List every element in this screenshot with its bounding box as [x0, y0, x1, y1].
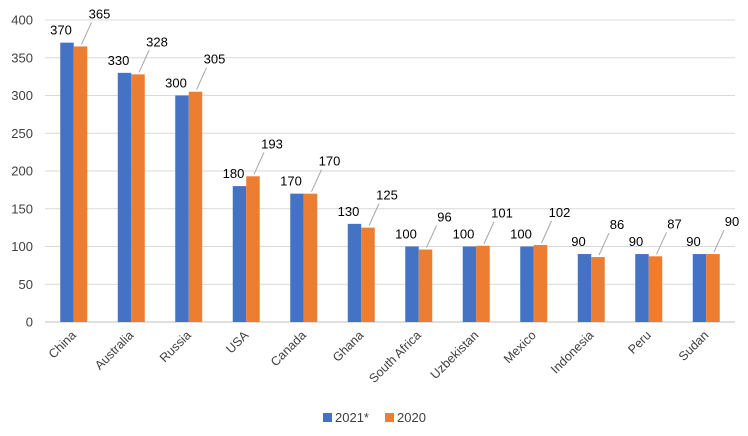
y-tick-label: 250 [11, 126, 33, 141]
leader-line [656, 232, 667, 255]
y-tick-label: 200 [11, 164, 33, 179]
bar-2021-ghana [347, 223, 362, 322]
data-label: 100 [510, 227, 532, 242]
x-category-label: Canada [268, 328, 309, 369]
bars [60, 42, 720, 323]
data-label: 90 [686, 234, 700, 249]
data-label: 90 [571, 234, 585, 249]
data-label: 370 [50, 23, 72, 38]
data-label: 170 [319, 154, 341, 169]
bar-2020-usa [246, 176, 260, 322]
y-tick-label: 100 [11, 239, 33, 254]
y-axis-tick-labels: 0 50 100 150 200 250 300 350 400 [11, 13, 33, 330]
leader-line [253, 152, 265, 175]
bar-2021-uzbekistan [462, 246, 477, 322]
bar-2021-mexico [520, 246, 534, 322]
bar-2020-mexico [533, 244, 548, 322]
data-label: 328 [146, 34, 168, 49]
y-tick-label: 350 [11, 50, 33, 65]
legend-label: 2020 [397, 410, 426, 425]
leader-line [368, 203, 380, 226]
x-category-label: Uzbekistan [428, 328, 482, 382]
bar-2021-sudan [692, 254, 707, 322]
leader-line [426, 225, 437, 248]
data-label: 300 [165, 76, 187, 91]
leader-line [541, 220, 552, 244]
legend-swatch [323, 413, 332, 422]
y-tick-label: 400 [11, 13, 33, 28]
bar-2020-canada [303, 193, 318, 322]
x-axis-category-labels: China Australia Russia USA Canada Ghana South … [46, 328, 712, 386]
data-label: 170 [280, 174, 302, 189]
x-category-label: USA [223, 328, 252, 357]
leader-line [138, 50, 150, 73]
leader-line [598, 232, 610, 256]
bar-2021-china [60, 42, 74, 323]
leader-line [81, 22, 92, 45]
y-tick-label: 50 [19, 277, 33, 292]
bar-2020-uzbekistan [476, 245, 490, 322]
leader-line [196, 67, 207, 90]
legend-swatch [385, 413, 394, 422]
bar-2021-peru [635, 254, 649, 322]
x-category-label: Peru [625, 328, 654, 357]
bar-2020-sudan [706, 254, 720, 322]
leader-line [311, 169, 322, 192]
data-label: 90 [725, 214, 739, 229]
data-label: 365 [89, 6, 111, 21]
data-label: 87 [667, 216, 681, 231]
leader-line [713, 229, 725, 253]
data-label: 305 [204, 52, 226, 67]
data-labels: 3703653303283003051801931701701301251009… [50, 6, 739, 249]
data-label: 130 [338, 204, 360, 219]
legend-label: 2021* [335, 410, 369, 425]
gridlines [45, 19, 735, 285]
data-label: 96 [437, 210, 451, 225]
x-category-label: South Africa [366, 328, 424, 386]
x-category-label: China [46, 328, 79, 361]
data-label: 193 [261, 136, 283, 151]
data-label: 101 [491, 206, 513, 221]
data-label: 180 [223, 166, 245, 181]
y-tick-label: 150 [11, 201, 33, 216]
y-tick-label: 300 [11, 88, 33, 103]
bar-2021-canada [290, 193, 304, 322]
bar-2020-ghana [361, 227, 375, 322]
data-label: 125 [376, 188, 398, 203]
data-label-leader-lines [81, 22, 725, 256]
x-category-label: Australia [92, 328, 136, 372]
bar-2021-indonesia [577, 254, 592, 322]
data-label: 100 [453, 227, 475, 242]
x-category-label: Russia [157, 328, 194, 365]
bar-2020-peru [648, 256, 663, 322]
bar-2020-south-africa [418, 249, 433, 322]
y-tick-label: 0 [26, 315, 33, 330]
x-category-label: Indonesia [548, 328, 596, 376]
bar-2020-australia [131, 74, 145, 322]
data-label: 90 [629, 234, 643, 249]
bar-2021-russia [175, 95, 189, 322]
leader-line [483, 221, 495, 244]
bar-2021-australia [117, 72, 132, 322]
bar-2020-china [73, 46, 88, 323]
data-label: 100 [395, 227, 417, 242]
legend: 2021* 2020 [323, 410, 426, 425]
data-label: 86 [610, 217, 624, 232]
x-category-label: Ghana [330, 328, 366, 364]
x-category-label: Mexico [501, 328, 539, 366]
data-label: 102 [549, 205, 571, 220]
bar-2020-russia [188, 91, 203, 322]
bar-2020-indonesia [591, 257, 605, 322]
bar-2021-usa [232, 186, 247, 322]
bar-2021-south-africa [405, 246, 419, 322]
data-label: 330 [108, 53, 130, 68]
x-category-label: Sudan [676, 328, 711, 363]
